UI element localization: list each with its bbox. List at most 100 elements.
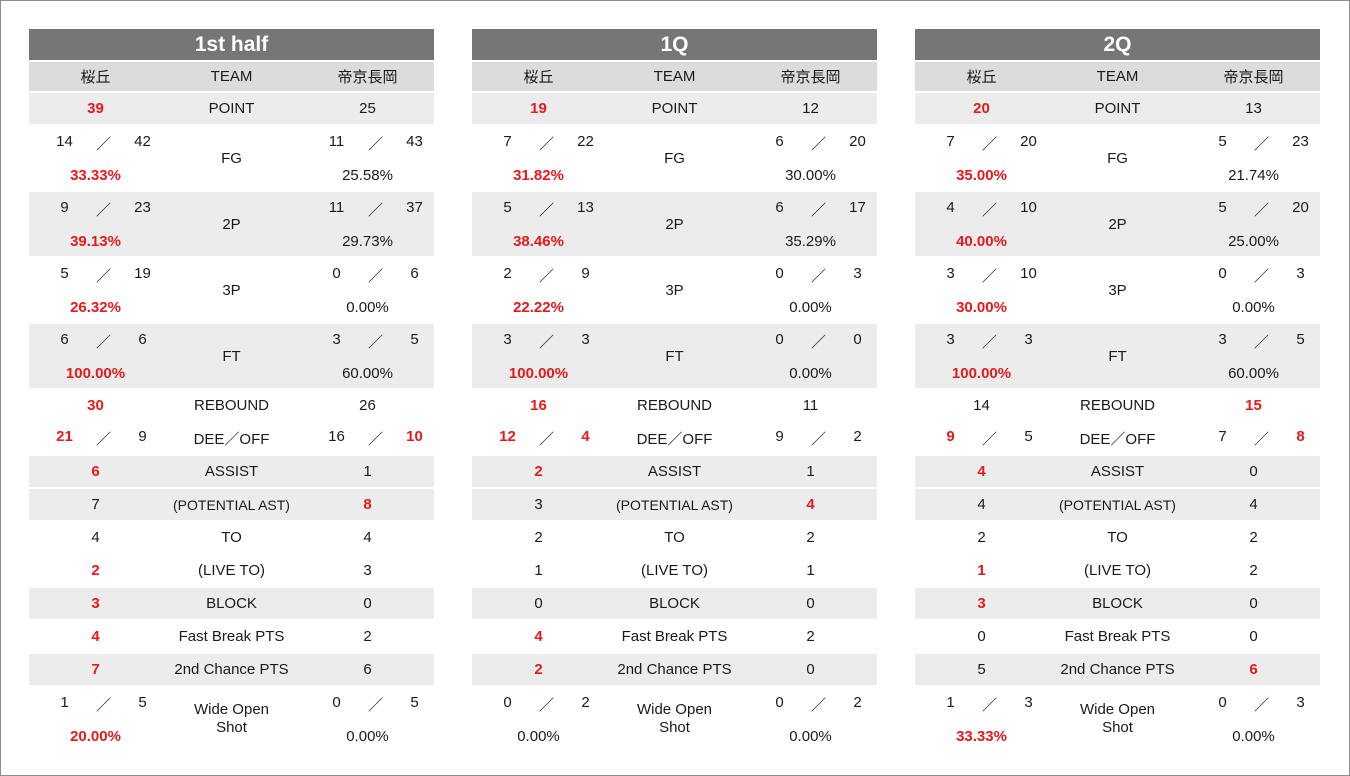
potential-left: 3 [534,496,543,513]
wide-open-left: 1 ／ 5 20.00% [29,687,162,751]
wide-open-label-line1: Wide Open [636,701,713,718]
2p-left: 5 ／ 13 38.46% [472,192,605,256]
2p-right-att: 37 [406,198,423,216]
potential-left: 4 [977,496,986,513]
wide-open-left-pct: 20.00% [70,727,121,745]
2p-label: 2P [665,215,684,233]
3p-right: 0 ／ 6 0.00% [301,258,434,322]
fg-right-made: 6 [775,132,784,150]
3p-left-att: 10 [1020,264,1037,282]
point-right: 25 [359,100,376,117]
fg-left-att: 22 [577,132,594,150]
fast-break-right: 2 [806,628,815,645]
ft-right-att: 5 [1296,330,1305,348]
team-column-label: TEAM [653,68,696,85]
2p-left-made: 5 [503,198,512,216]
off-left: 9 [138,428,147,445]
live-to-row: 1 (LIVE TO) 2 [915,555,1320,586]
slash-glyph: ／ [810,696,826,714]
fg-right-pct: 30.00% [785,166,836,184]
ft-left: 6 ／ 6 100.00% [29,324,162,388]
to-label: TO [664,529,685,546]
fg-left-pct: 31.82% [513,166,564,184]
dee-off-label: DEE／OFF [193,431,270,448]
2p-left-pct: 38.46% [513,232,564,250]
second-chance-row: 2 2nd Chance PTS 0 [472,654,877,685]
fg-right-made: 5 [1218,132,1227,150]
rebound-right: 26 [359,397,376,414]
slash-glyph: ／ [810,201,826,219]
point-left: 19 [530,100,547,117]
2p-right-pct: 25.00% [1228,232,1279,250]
wide-open-left: 1 ／ 3 33.33% [915,687,1048,751]
fast-break-label: Fast Break PTS [621,628,728,645]
dee-off-left: 21 ／ 9 [29,428,162,449]
ft-left-pct: 100.00% [508,364,569,382]
2p-left-made: 4 [946,198,955,216]
3p-row: 5 ／ 19 26.32% 3P 0 ／ 6 0.00% [29,258,434,322]
slash-glyph: ／ [1253,431,1269,448]
fg-left-made: 7 [946,132,955,150]
2p-right-pct: 35.29% [785,232,836,250]
off-right: 8 [1296,428,1305,445]
def-left: 9 [946,428,955,445]
block-row: 3 BLOCK 0 [915,588,1320,619]
rebound-left: 14 [973,397,990,414]
block-label: BLOCK [1092,595,1143,612]
slash-glyph: ／ [1253,201,1269,219]
second-chance-right: 6 [363,661,372,678]
wide-open-row: 0 ／ 2 0.00% Wide Open Shot 0 ／ 2 0.00% [472,687,877,751]
dee-off-right: 9 ／ 2 [744,428,877,449]
wide-open-label-line2: Shot [216,719,247,736]
2p-left-made: 9 [60,198,69,216]
3p-row: 3 ／ 10 30.00% 3P 0 ／ 3 0.00% [915,258,1320,322]
fg-left-att: 42 [134,132,151,150]
dee-off-right: 16 ／ 10 [301,428,434,449]
slash-glyph: ／ [367,696,383,714]
3p-left-pct: 30.00% [956,298,1007,316]
fast-break-left: 4 [91,628,100,645]
live-to-right: 3 [363,562,372,579]
assist-left: 2 [534,463,543,480]
ft-right: 0 ／ 0 0.00% [744,324,877,388]
2p-row: 4 ／ 10 40.00% 2P 5 ／ 20 25.00% [915,192,1320,256]
assist-label: ASSIST [204,463,259,480]
2p-left-pct: 39.13% [70,232,121,250]
3p-left: 3 ／ 10 30.00% [915,258,1048,322]
wide-open-right-made: 0 [1218,693,1227,711]
point-label: POINT [208,100,255,117]
potential-label: (POTENTIAL AST) [616,496,733,513]
wide-open-left-pct: 33.33% [956,727,1007,745]
wide-open-right-pct: 0.00% [789,727,832,745]
wide-open-right-made: 0 [775,693,784,711]
rebound-left: 16 [530,397,547,414]
block-row: 0 BLOCK 0 [472,588,877,619]
3p-label: 3P [1108,281,1127,299]
slash-glyph: ／ [538,696,554,714]
def-right: 9 [775,428,784,445]
wide-open-label: Wide Open Shot [162,701,301,737]
second-chance-label: 2nd Chance PTS [1060,661,1175,678]
2p-right-pct: 29.73% [342,232,393,250]
fg-left-att: 20 [1020,132,1037,150]
fg-right-pct: 21.74% [1228,166,1279,184]
live-to-row: 1 (LIVE TO) 1 [472,555,877,586]
2p-left: 4 ／ 10 40.00% [915,192,1048,256]
block-left: 3 [91,595,100,612]
wide-open-label-line2: Shot [659,719,690,736]
block-label: BLOCK [649,595,700,612]
slash-glyph: ／ [367,431,383,448]
fg-label: FG [664,149,685,167]
def-right: 7 [1218,428,1227,445]
dee-off-left: 12 ／ 4 [472,428,605,449]
ft-left-att: 6 [138,330,147,348]
point-row: 39 POINT 25 [29,93,434,124]
wide-open-right: 0 ／ 2 0.00% [744,687,877,751]
panel-title: 2Q [915,29,1320,60]
fg-row: 14 ／ 42 33.33% FG 11 ／ 43 25.58% [29,126,434,190]
2p-label: 2P [222,215,241,233]
3p-right: 0 ／ 3 0.00% [1187,258,1320,322]
block-right: 0 [806,595,815,612]
slash-glyph: ／ [810,333,826,351]
3p-label: 3P [222,281,241,299]
